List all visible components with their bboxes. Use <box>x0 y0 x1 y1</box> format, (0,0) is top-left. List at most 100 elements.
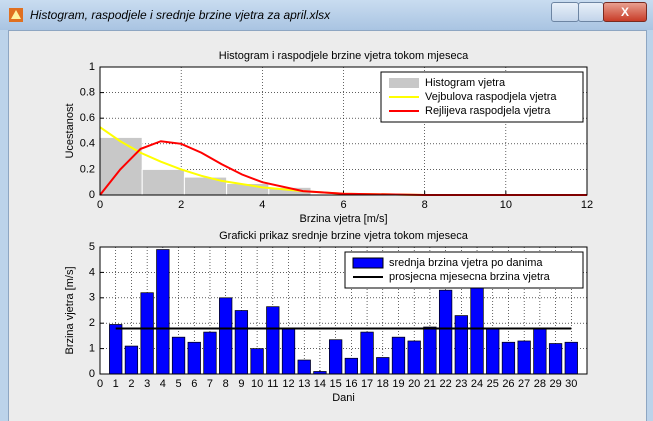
chart-title: Histogram i raspodjele brzine vjetra tok… <box>219 50 469 62</box>
x-tick-label: 2 <box>178 199 184 211</box>
bar <box>203 331 217 375</box>
x-tick-label: 21 <box>424 378 436 390</box>
legend-swatch <box>389 78 419 88</box>
y-tick-label: 0.2 <box>80 163 95 175</box>
x-tick-label: 2 <box>128 378 134 390</box>
x-tick-label: 20 <box>408 378 420 390</box>
y-tick-label: 0 <box>89 368 95 380</box>
x-tick-label: 19 <box>392 378 404 390</box>
bar <box>533 327 547 375</box>
axes-frame <box>99 66 588 196</box>
y-tick-label: 0.6 <box>80 112 95 124</box>
bar <box>548 343 563 375</box>
x-tick-label: 0 <box>97 199 103 211</box>
histogram-bar <box>141 168 185 196</box>
x-tick-label: 12 <box>581 199 593 211</box>
x-tick-label: 15 <box>330 378 342 390</box>
bar <box>124 345 139 375</box>
legend-swatch <box>352 257 384 269</box>
x-tick-label: 1 <box>113 378 119 390</box>
x-tick-label: 0 <box>97 378 103 390</box>
bar <box>250 348 264 375</box>
x-tick-label: 8 <box>223 378 229 390</box>
bar <box>234 310 249 375</box>
x-tick-label: 24 <box>471 378 483 390</box>
legend-label: srednja brzina vjetra po danima <box>389 257 543 269</box>
bar <box>423 326 437 375</box>
x-tick-label: 17 <box>361 378 373 390</box>
y-tick-label: 1 <box>89 61 95 73</box>
bar <box>329 339 343 375</box>
bar <box>219 297 233 375</box>
line <box>99 140 587 196</box>
chart-title: Graficki prikaz srednje brzine vjetra to… <box>219 230 469 242</box>
bar <box>454 315 468 375</box>
bar <box>501 341 516 375</box>
x-tick-label: 29 <box>549 378 561 390</box>
bar <box>140 292 154 375</box>
x-tick-label: 11 <box>267 378 278 390</box>
bar <box>391 336 406 375</box>
y-tick-label: 3 <box>89 292 95 304</box>
x-axis-label: Dani <box>332 392 355 404</box>
axes-frame <box>99 246 588 375</box>
close-button[interactable]: X <box>603 2 647 22</box>
y-tick-label: 0.8 <box>80 87 95 99</box>
x-axis-label: Brzina vjetra [m/s] <box>299 213 387 225</box>
x-tick-label: 4 <box>160 378 166 390</box>
bar <box>266 306 280 375</box>
x-tick-label: 6 <box>340 199 346 211</box>
x-tick-label: 9 <box>238 378 244 390</box>
x-tick-label: 6 <box>191 378 197 390</box>
x-tick-label: 25 <box>487 378 499 390</box>
bar <box>376 357 390 375</box>
y-tick-label: 1 <box>89 343 95 355</box>
y-tick-label: 5 <box>89 241 95 253</box>
y-axis-label: Ucestanost <box>64 103 76 158</box>
x-tick-label: 7 <box>207 378 213 390</box>
x-tick-label: 16 <box>345 378 357 390</box>
bar <box>438 289 453 375</box>
x-tick-label: 14 <box>314 378 326 390</box>
bar <box>486 327 500 375</box>
x-tick-label: 18 <box>377 378 389 390</box>
bar <box>407 340 421 375</box>
bar <box>281 327 296 375</box>
bar <box>360 331 374 375</box>
bar <box>344 357 358 375</box>
legend-label: Rejlijeva raspodjela vjetra <box>425 105 551 117</box>
x-tick-label: 13 <box>298 378 310 390</box>
app-icon <box>9 8 23 22</box>
bar <box>564 341 578 375</box>
y-tick-label: 4 <box>89 266 95 278</box>
x-tick-label: 30 <box>565 378 577 390</box>
legend-box <box>344 251 584 289</box>
x-tick-label: 26 <box>502 378 514 390</box>
y-tick-label: 0.4 <box>80 138 95 150</box>
x-tick-label: 10 <box>251 378 263 390</box>
x-tick-label: 23 <box>455 378 467 390</box>
x-tick-label: 5 <box>175 378 181 390</box>
x-tick-label: 4 <box>259 199 265 211</box>
legend-label: prosjecna mjesecna brzina vjetra <box>389 271 551 283</box>
bar <box>297 359 311 375</box>
bar <box>187 341 201 375</box>
bar <box>109 324 123 375</box>
y-axis-label: Brzina vjetra [m/s] <box>64 266 76 354</box>
x-tick-label: 28 <box>534 378 546 390</box>
title-bar: Histogram, raspodjele i srednje brzine v… <box>0 0 653 30</box>
x-tick-label: 12 <box>282 378 294 390</box>
x-tick-label: 8 <box>422 199 428 211</box>
y-tick-label: 0 <box>89 189 95 201</box>
window-title: Histogram, raspodjele i srednje brzine v… <box>30 8 331 22</box>
x-tick-label: 10 <box>500 199 512 211</box>
x-tick-label: 27 <box>518 378 530 390</box>
legend-label: Histogram vjetra <box>425 77 506 89</box>
bar <box>517 340 531 375</box>
x-tick-label: 22 <box>439 378 451 390</box>
y-tick-label: 2 <box>89 317 95 329</box>
x-tick-label: 3 <box>144 378 150 390</box>
bar <box>171 336 186 375</box>
